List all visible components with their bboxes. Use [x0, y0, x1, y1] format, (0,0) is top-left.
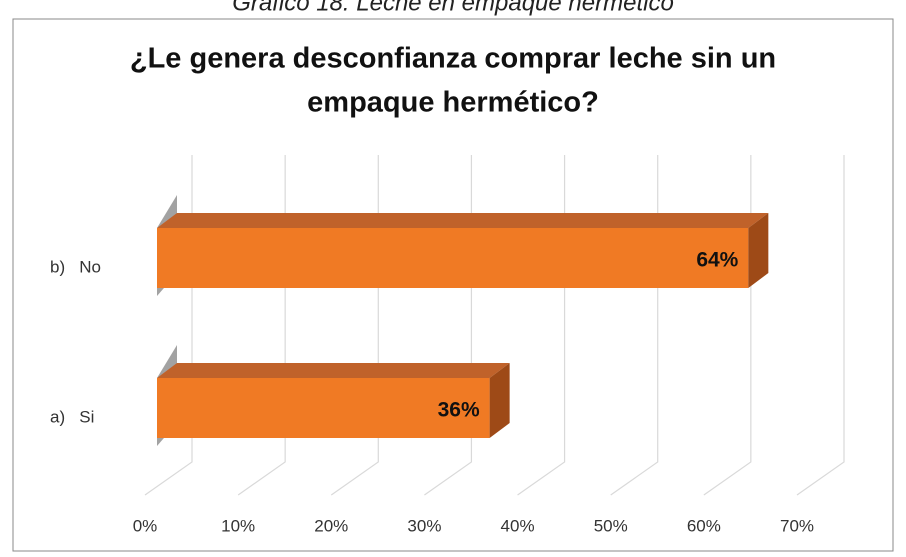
bar-top: [157, 213, 769, 228]
bar-side: [489, 363, 510, 438]
chart-title: ¿Le genera desconfianza comprar leche si…: [130, 43, 776, 75]
x-tick-label: 0%: [133, 516, 158, 535]
value-label: 36%: [438, 399, 480, 422]
x-tick-label: 50%: [594, 516, 628, 535]
x-tick-label: 70%: [780, 516, 814, 535]
y-tick-label: a) Si: [50, 407, 94, 426]
bar: [157, 228, 749, 288]
x-tick-label: 40%: [501, 516, 535, 535]
chart-title: empaque hermético?: [307, 87, 599, 119]
caption: Gráfico 18: Leche en empaque hermético: [232, 0, 674, 16]
bar-side: [748, 213, 769, 288]
x-tick-label: 30%: [407, 516, 441, 535]
x-tick-label: 60%: [687, 516, 721, 535]
grid-line: [796, 155, 845, 496]
x-tick-label: 20%: [314, 516, 348, 535]
bar: [157, 378, 490, 438]
x-tick-label: 10%: [221, 516, 255, 535]
y-tick-label: b) No: [50, 257, 101, 276]
bar-top: [157, 363, 510, 378]
value-label: 64%: [696, 249, 738, 272]
